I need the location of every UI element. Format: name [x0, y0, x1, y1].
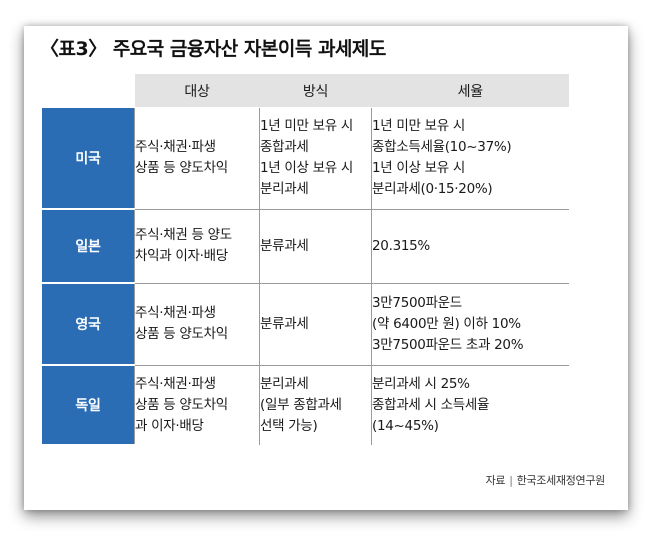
table-row: 미국 주식·채권·파생 상품 등 양도차익 1년 미만 보유 시 종합과세 1년… — [42, 107, 569, 210]
cell-line: (약 6400만 원) 이하 10% — [372, 315, 521, 332]
tax-table: 대상 방식 세율 미국 주식·채권·파생 상품 등 양도차익 1년 미만 보유 … — [42, 74, 569, 446]
country-us: 미국 — [42, 107, 135, 210]
cell-line: 주식·채권·파생 — [135, 139, 216, 156]
cell-line: 주식·채권·파생 — [135, 375, 216, 392]
table-row: 영국 주식·채권·파생 상품 등 양도차익 분류과세 3만7500파운드 (약 … — [42, 283, 569, 366]
cell-line: 분리과세 — [260, 181, 309, 198]
cell-line: 1년 미만 보유 시 — [372, 118, 465, 135]
cell-line: 차익과 이자·배당 — [135, 248, 228, 264]
cell-line: 분류과세 — [260, 237, 309, 254]
method-cell: 분류과세 — [259, 283, 372, 366]
header-method: 방식 — [259, 74, 372, 108]
cell-line: 종합소득세율(10~37%) — [372, 139, 512, 156]
rate-cell: 분리과세 시 25% 종합과세 시 소득세율 (14~45%) — [371, 365, 569, 445]
rate-cell: 20.315% — [371, 209, 569, 284]
target-cell: 주식·채권 등 양도 차익과 이자·배당 — [134, 209, 260, 284]
country-uk: 영국 — [42, 283, 135, 366]
cell-line: 분리과세 시 25% — [372, 375, 470, 392]
cell-line: 종합과세 시 소득세율 — [372, 396, 490, 413]
table-row: 일본 주식·채권 등 양도 차익과 이자·배당 분류과세 20.315% — [42, 209, 569, 284]
header-rate: 세율 — [371, 74, 569, 108]
target-cell: 주식·채권·파생 상품 등 양도차익 — [134, 107, 260, 210]
cell-line: (일부 종합과세 — [260, 396, 342, 413]
header-target: 대상 — [134, 74, 260, 108]
cell-line: 상품 등 양도차익 — [135, 396, 228, 413]
cell-line: 주식·채권 등 양도 — [135, 227, 232, 243]
header-corner — [42, 74, 135, 108]
source-label: 자료 — [485, 474, 506, 487]
cell-line: 1년 미만 보유 시 — [260, 118, 353, 135]
cell-line: 20.315% — [372, 237, 430, 254]
cell-line: 과 이자·배당 — [135, 417, 204, 434]
target-cell: 주식·채권·파생 상품 등 양도차익 과 이자·배당 — [134, 365, 260, 445]
cell-line: 종합과세 — [260, 139, 309, 156]
header-row: 대상 방식 세율 — [42, 74, 569, 108]
cell-line: 주식·채권·파생 — [135, 305, 216, 321]
cell-line: 1년 이상 보유 시 — [260, 160, 353, 177]
cell-line: 분리과세 — [260, 375, 309, 392]
cell-line: 선택 가능) — [260, 417, 318, 434]
rate-cell: 3만7500파운드 (약 6400만 원) 이하 10% 3만7500파운드 초… — [371, 283, 569, 366]
country-jp: 일본 — [42, 209, 135, 284]
cell-line: 3만7500파운드 초과 20% — [372, 336, 524, 353]
source-note: 자료 | 한국조세재정연구원 — [485, 472, 606, 488]
cell-line: 상품 등 양도차익 — [135, 160, 228, 177]
rate-cell: 1년 미만 보유 시 종합소득세율(10~37%) 1년 이상 보유 시 분리과… — [371, 107, 569, 210]
cell-line: 1년 이상 보유 시 — [372, 160, 465, 177]
target-cell: 주식·채권·파생 상품 등 양도차익 — [134, 283, 260, 366]
method-cell: 1년 미만 보유 시 종합과세 1년 이상 보유 시 분리과세 — [259, 107, 372, 210]
source-separator: | — [509, 474, 513, 487]
source-org: 한국조세재정연구원 — [516, 474, 606, 487]
country-de: 독일 — [42, 365, 135, 446]
cell-line: 상품 등 양도차익 — [135, 326, 228, 342]
cell-line: (14~45%) — [372, 417, 439, 434]
table-row: 독일 주식·채권·파생 상품 등 양도차익 과 이자·배당 분리과세 (일부 종… — [42, 365, 569, 446]
cell-line: 분류과세 — [260, 315, 309, 332]
method-cell: 분리과세 (일부 종합과세 선택 가능) — [259, 365, 372, 445]
cell-line: 분리과세(0·15·20%) — [372, 181, 493, 198]
cell-line: 3만7500파운드 — [372, 294, 462, 311]
method-cell: 분류과세 — [259, 209, 372, 284]
table-title: 〈표3〉 주요국 금융자산 자본이득 과세제도 — [40, 38, 386, 60]
